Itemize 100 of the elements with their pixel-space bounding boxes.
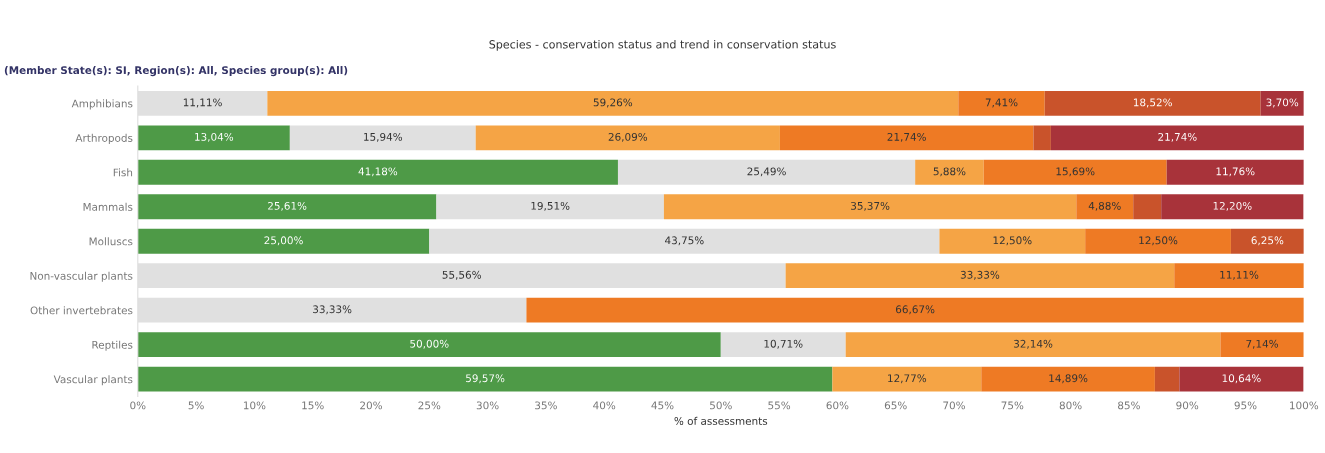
data-label: 18,52%: [1133, 98, 1172, 108]
bar: [983, 159, 1167, 185]
data-label: 11,76%: [1216, 167, 1255, 177]
bar: [1179, 366, 1304, 392]
data-label: 11,11%: [1220, 270, 1259, 280]
bar: [785, 263, 1175, 289]
chart-title: Species - conservation status and trend in conservation status: [489, 39, 836, 51]
x-tick-label: 100%: [1290, 401, 1319, 410]
bar: [137, 159, 618, 185]
bar: [939, 228, 1086, 254]
bar: [137, 125, 290, 151]
bar: [1230, 228, 1304, 254]
y-tick-label: Mammals: [83, 202, 133, 211]
y-tick-label: Arthropods: [75, 133, 133, 144]
bar: [958, 90, 1045, 116]
x-tick-label: 60%: [826, 401, 849, 410]
data-label: 35,37%: [851, 201, 890, 211]
data-label: 26,09%: [608, 132, 648, 142]
bar: [1050, 125, 1304, 151]
bar: [832, 366, 982, 392]
data-label: 25,00%: [264, 236, 303, 246]
x-tick-label: 55%: [768, 401, 791, 410]
bar: [429, 228, 940, 254]
bar: [720, 332, 846, 358]
x-tick-label: 50%: [710, 401, 732, 410]
data-label: 15,69%: [1056, 167, 1095, 177]
y-tick-label: Reptiles: [92, 340, 133, 351]
bar: [526, 297, 1304, 323]
x-tick-label: 75%: [1001, 401, 1024, 410]
bar: [1260, 90, 1304, 116]
y-tick-label: Vascular plants: [53, 375, 133, 386]
data-label: 3,70%: [1266, 98, 1299, 108]
data-label: 41,18%: [358, 167, 398, 177]
bar: [1044, 90, 1261, 116]
x-tick-label: 95%: [1234, 401, 1257, 410]
bar: [617, 159, 916, 185]
y-tick-label: Molluscs: [89, 237, 133, 246]
data-label: 55,56%: [442, 270, 481, 280]
x-tick-label: 15%: [302, 401, 324, 410]
data-label: 6,25%: [1251, 236, 1284, 246]
data-label: 4,88%: [1088, 201, 1121, 211]
x-tick-label: 10%: [243, 401, 266, 410]
data-label: 21,74%: [1158, 132, 1197, 142]
bar: [1161, 194, 1304, 220]
x-tick-label: 35%: [535, 401, 557, 410]
y-tick-label: Fish: [113, 168, 133, 177]
bar: [137, 366, 833, 392]
data-label: 33,33%: [960, 270, 1000, 280]
bar: [1133, 194, 1162, 220]
bar: [137, 194, 437, 220]
data-label: 7,14%: [1246, 339, 1279, 349]
data-label: 12,20%: [1213, 201, 1252, 211]
bar: [436, 194, 664, 220]
data-label: 21,74%: [887, 132, 926, 142]
data-label: 19,51%: [531, 201, 570, 211]
bar: [267, 90, 959, 116]
x-axis-title: % of assessments: [674, 416, 768, 425]
bar: [1033, 125, 1051, 151]
data-label: 14,89%: [1049, 374, 1088, 384]
bar: [137, 228, 430, 254]
y-tick-label: Other invertebrates: [30, 306, 133, 315]
x-tick-label: 90%: [1176, 401, 1199, 410]
data-label: 25,49%: [747, 167, 786, 177]
data-label: 11,11%: [183, 98, 222, 108]
data-label: 13,04%: [195, 132, 234, 142]
bar: [1174, 263, 1304, 289]
x-tick-label: 5%: [188, 401, 204, 410]
x-tick-label: 65%: [884, 401, 907, 410]
data-label: 7,41%: [985, 98, 1018, 108]
x-tick-label: 80%: [1059, 401, 1082, 410]
data-label: 32,14%: [1013, 339, 1053, 349]
bar: [1076, 194, 1134, 220]
data-label: 5,88%: [933, 167, 966, 177]
bar: [915, 159, 984, 185]
bar: [981, 366, 1155, 392]
data-label: 12,50%: [993, 236, 1032, 246]
data-label: 25,61%: [268, 201, 307, 211]
chart-subtitle: (Member State(s): SI, Region(s): All, Species group(s): All): [4, 66, 348, 77]
data-label: 50,00%: [410, 339, 449, 349]
bar: [137, 332, 721, 358]
bar: [779, 125, 1034, 151]
data-label: 59,57%: [466, 374, 505, 384]
data-label: 12,50%: [1139, 236, 1178, 246]
data-label: 10,71%: [764, 339, 803, 349]
x-tick-label: 20%: [360, 401, 382, 410]
data-label: 12,77%: [888, 374, 927, 384]
data-label: 43,75%: [665, 236, 704, 246]
data-label: 59,26%: [593, 98, 633, 108]
y-tick-label: Non-vascular plants: [30, 271, 133, 282]
x-tick-label: 40%: [593, 401, 616, 410]
x-tick-label: 45%: [651, 401, 674, 410]
x-tick-label: 25%: [418, 401, 441, 410]
data-label: 33,33%: [313, 305, 352, 315]
data-label: 15,94%: [364, 132, 403, 142]
bar: [1166, 159, 1304, 185]
bar: [475, 125, 780, 151]
bar: [1220, 332, 1304, 358]
bar: [1085, 228, 1231, 254]
x-tick-label: 70%: [943, 401, 965, 410]
x-tick-label: 30%: [476, 401, 499, 410]
